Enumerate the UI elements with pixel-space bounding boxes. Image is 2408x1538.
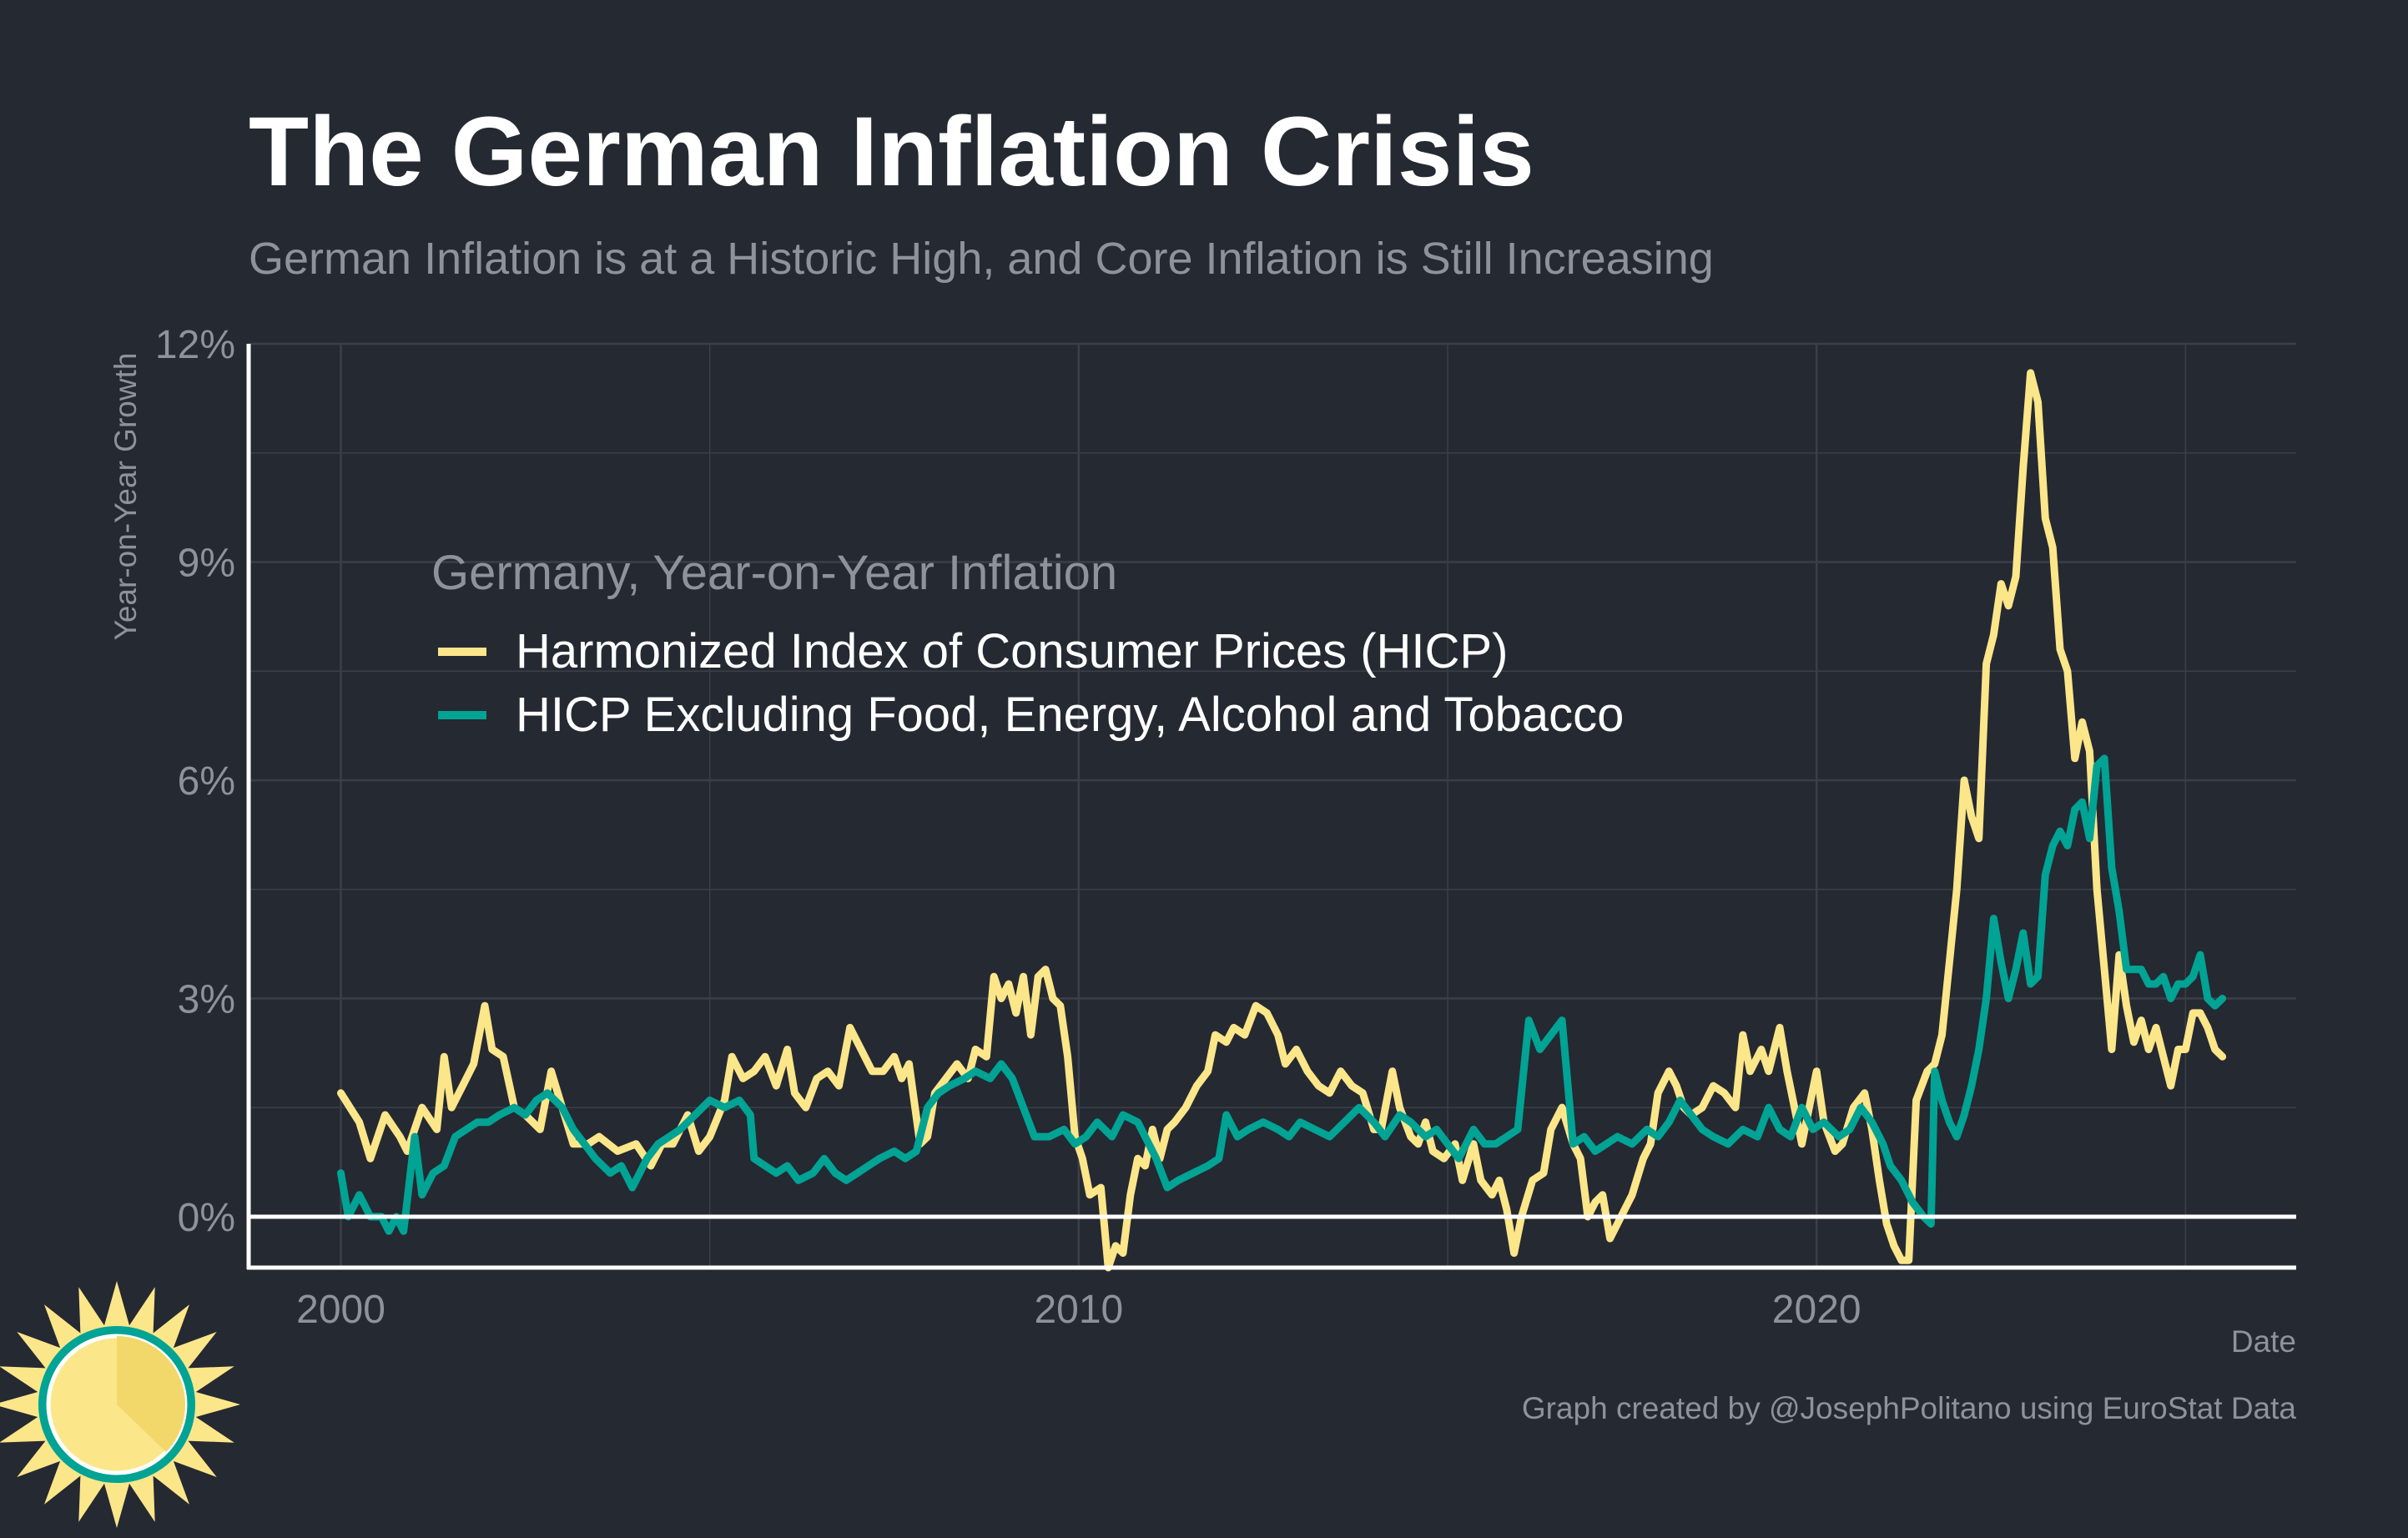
sun-logo-icon bbox=[0, 1281, 240, 1528]
x-tick-label: 2000 bbox=[296, 1288, 385, 1332]
credit-text: Graph created by @JosephPolitano using E… bbox=[1522, 1391, 2297, 1425]
chart-title: The German Inflation Crisis bbox=[249, 97, 1534, 207]
y-tick-label: 6% bbox=[178, 759, 235, 804]
y-tick-label: 9% bbox=[178, 541, 235, 585]
gridlines bbox=[249, 342, 2296, 1268]
y-axis-label: Year-on-Year Growth bbox=[108, 353, 143, 641]
x-tick-label: 2020 bbox=[1772, 1288, 1861, 1332]
axes bbox=[246, 344, 2296, 1270]
y-tick-label: 0% bbox=[178, 1196, 235, 1240]
series-lines bbox=[337, 369, 2227, 1272]
legend-label-core: HICP Excluding Food, Energy, Alcohol and… bbox=[516, 688, 1624, 742]
series-line-core bbox=[337, 754, 2227, 1235]
y-tick-label: 3% bbox=[178, 977, 235, 1021]
legend-title: Germany, Year-on-Year Inflation bbox=[431, 546, 1117, 600]
axis-ticks: 2000 2010 2020 0% 3% 6% 9% 12% bbox=[155, 323, 1861, 1332]
x-axis-label: Date bbox=[2231, 1324, 2296, 1359]
legend: Germany, Year-on-Year Inflation Harmoniz… bbox=[431, 546, 1624, 742]
chart-subtitle: German Inflation is at a Historic High, … bbox=[249, 234, 1714, 284]
legend-label-hicp: Harmonized Index of Consumer Prices (HIC… bbox=[516, 624, 1508, 678]
x-tick-label: 2010 bbox=[1034, 1288, 1123, 1332]
y-tick-label: 12% bbox=[155, 323, 235, 367]
